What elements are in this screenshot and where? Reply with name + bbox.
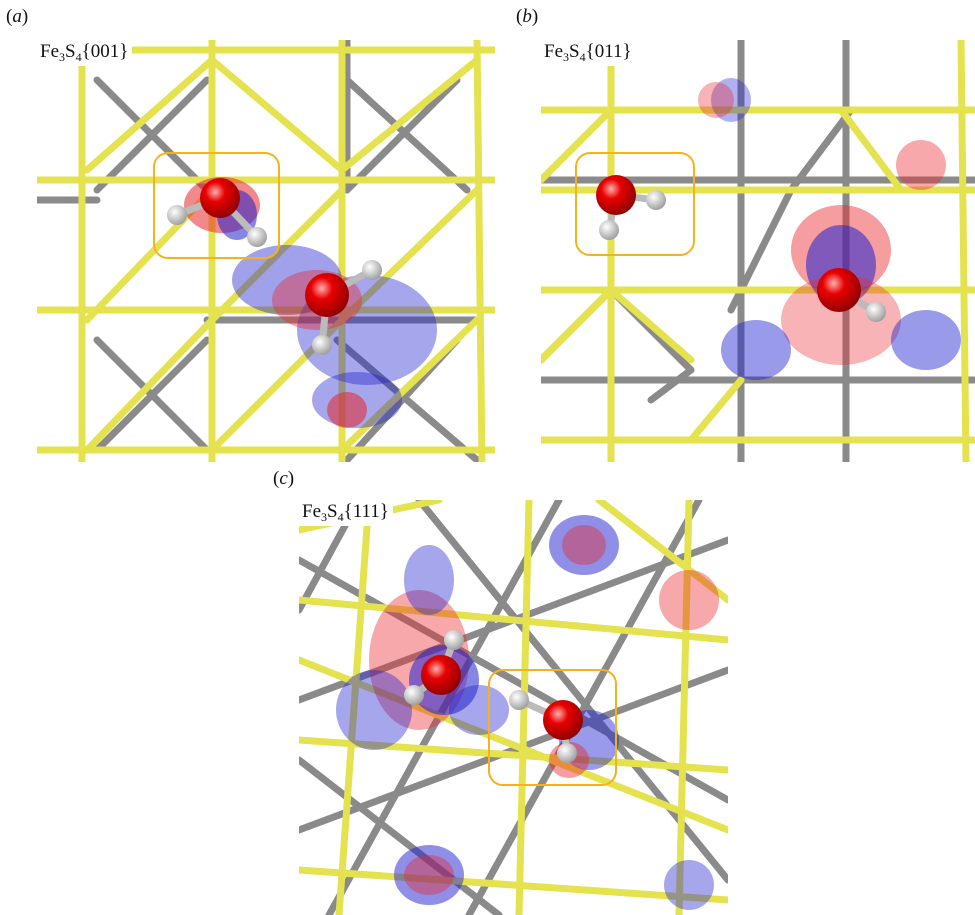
- charge-density-isosurfaces: [698, 78, 961, 380]
- fe-bonds: [37, 40, 481, 462]
- structure-111: [299, 500, 728, 915]
- panel-b-surface-011: Fe3S4{011}: [541, 40, 975, 462]
- adsorbate-highlight-box: [575, 152, 695, 256]
- fe-bonds: [541, 40, 975, 462]
- structure-001: [37, 40, 495, 462]
- facet-label-111: Fe3S4{111}: [299, 500, 393, 526]
- water-molecules: [404, 630, 583, 763]
- panel-c-surface-111: Fe3S4{111}: [299, 500, 728, 915]
- panel-letter-b: (b): [516, 6, 539, 27]
- fe-bonds: [299, 500, 728, 915]
- adsorbate-highlight-box: [488, 669, 617, 786]
- adsorbate-highlight-box: [153, 152, 280, 259]
- water-molecules: [596, 175, 886, 322]
- water-molecules: [167, 178, 382, 355]
- structure-011: [541, 40, 975, 462]
- facet-label-001: Fe3S4{001}: [37, 40, 133, 66]
- panel-letter-a: (a): [6, 6, 29, 27]
- facet-label-011: Fe3S4{011}: [541, 40, 636, 66]
- panel-a-surface-001: Fe3S4{001}: [37, 40, 495, 462]
- panel-letter-c: (c): [273, 468, 295, 489]
